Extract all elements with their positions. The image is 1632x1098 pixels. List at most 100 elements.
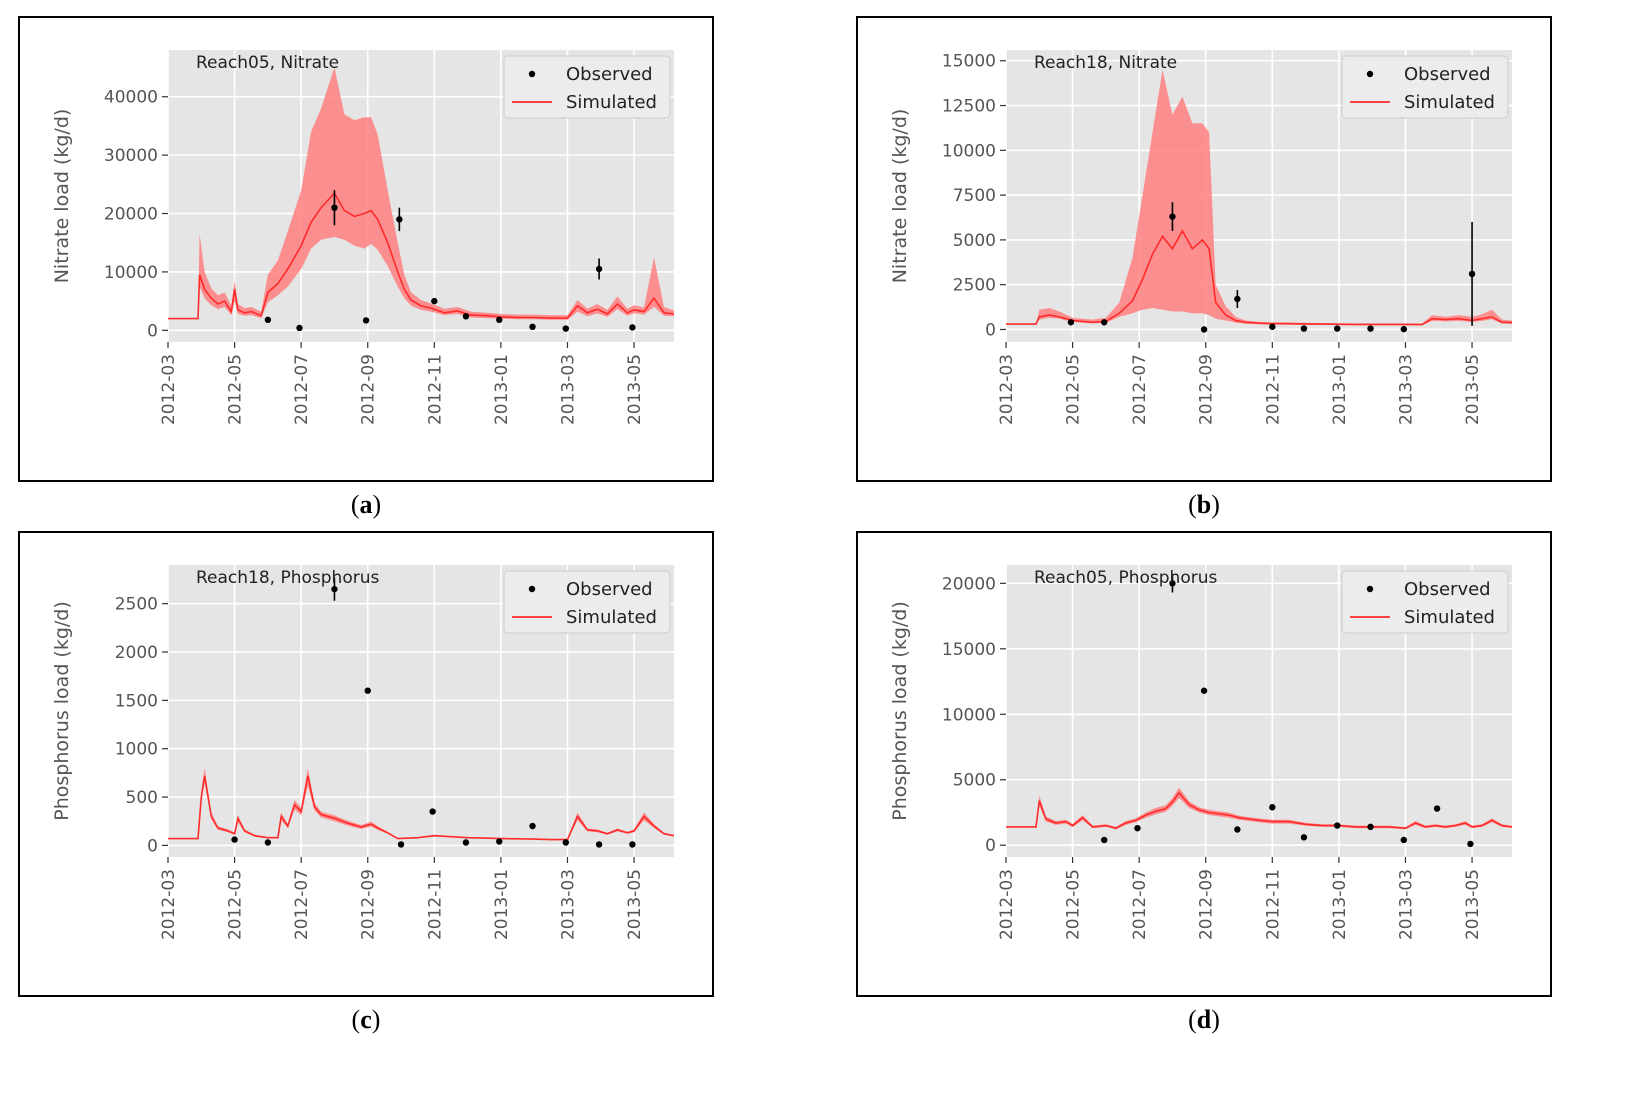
legend-observed-label: Observed bbox=[566, 64, 653, 85]
x-tick-label: 2012-03 bbox=[159, 869, 179, 940]
legend-simulated-label: Simulated bbox=[1404, 92, 1495, 113]
x-tick-label: 2012-11 bbox=[425, 869, 445, 940]
observed-point bbox=[1367, 325, 1374, 332]
y-tick-label: 20000 bbox=[104, 205, 158, 225]
observed-point bbox=[296, 324, 303, 332]
y-tick-label: 12500 bbox=[942, 97, 996, 117]
x-tick-label: 2013-05 bbox=[1463, 354, 1483, 425]
x-tick-label: 2012-03 bbox=[997, 354, 1017, 425]
observed-point bbox=[1067, 319, 1075, 326]
observed-point bbox=[1234, 826, 1241, 833]
observed-point bbox=[1400, 325, 1408, 333]
y-tick-label: 2000 bbox=[115, 643, 158, 663]
observed-point bbox=[331, 585, 338, 593]
observed-point bbox=[462, 313, 470, 320]
x-tick-label: 2013-03 bbox=[1396, 354, 1416, 425]
legend-observed-label: Observed bbox=[1404, 579, 1491, 600]
gridlines bbox=[1005, 50, 1512, 342]
observed-point bbox=[1400, 836, 1408, 844]
observed-point bbox=[1433, 805, 1441, 812]
y-tick-label: 0 bbox=[147, 321, 158, 341]
observed-point bbox=[1334, 822, 1341, 829]
simulated-uncertainty-band bbox=[1006, 787, 1512, 830]
observed-point bbox=[331, 204, 338, 211]
y-tick-label: 10000 bbox=[942, 141, 996, 161]
legend-simulated-label: Simulated bbox=[566, 607, 657, 628]
simulated-uncertainty-band bbox=[168, 768, 674, 840]
observed-point bbox=[529, 323, 536, 331]
observed-point bbox=[264, 316, 272, 324]
x-tick-label: 2012-05 bbox=[1064, 869, 1084, 940]
simulated-line bbox=[168, 191, 675, 320]
observed-point bbox=[496, 838, 503, 845]
x-tick-label: 2012-09 bbox=[1197, 354, 1217, 425]
chart-a: 0 10000 20000 30000 40000 2012-03 2012-05 2012-… bbox=[51, 50, 675, 425]
observed-point bbox=[1300, 834, 1308, 841]
x-tick-label: 2012-11 bbox=[425, 354, 445, 425]
y-tick-label: 0 bbox=[147, 836, 158, 856]
x-tick-label: 2012-09 bbox=[359, 869, 379, 940]
observed-point bbox=[496, 316, 503, 324]
observed-point bbox=[1134, 824, 1141, 832]
chart-panel-d: 0 5000 10000 15000 20000 2012-03 2012-05 2012-0… bbox=[856, 531, 1552, 997]
legend: Observed Simulated bbox=[503, 570, 671, 634]
observed-point bbox=[629, 324, 636, 331]
y-tick-label: 40000 bbox=[104, 88, 158, 108]
y-axis-label: Nitrate load (kg/d) bbox=[51, 109, 73, 284]
chart-d: 0 5000 10000 15000 20000 2012-03 2012-05 2012-0… bbox=[889, 565, 1513, 940]
observed-point bbox=[429, 808, 436, 815]
y-axis-label: Phosphorus load (kg/d) bbox=[51, 601, 73, 821]
observed-point bbox=[595, 841, 603, 848]
observed-point bbox=[629, 841, 636, 848]
observed-point bbox=[264, 839, 272, 846]
y-tick-label: 10000 bbox=[942, 705, 996, 725]
observed-point bbox=[529, 822, 536, 830]
caption-a: (a) bbox=[350, 490, 382, 519]
x-tick-label: 2013-01 bbox=[1330, 354, 1350, 425]
y-tick-label: 7500 bbox=[953, 186, 996, 206]
legend-simulated-label: Simulated bbox=[1404, 607, 1495, 628]
observed-point bbox=[1101, 319, 1108, 326]
observed-point bbox=[595, 265, 603, 273]
simulated-line bbox=[1006, 229, 1513, 326]
observed-point bbox=[397, 841, 405, 848]
chart-title: Reach05, Nitrate bbox=[196, 53, 339, 73]
legend: Observed Simulated bbox=[1341, 570, 1509, 634]
observed-point bbox=[1467, 840, 1474, 848]
observed-point bbox=[1169, 580, 1176, 587]
caption-c: (c) bbox=[351, 1005, 381, 1034]
y-tick-label: 15000 bbox=[942, 52, 996, 72]
y-axis-label: Nitrate load (kg/d) bbox=[889, 109, 911, 284]
chart-title: Reach05, Phosphorus bbox=[1034, 568, 1217, 588]
y-tick-label: 2500 bbox=[115, 595, 158, 615]
x-tick-label: 2012-07 bbox=[292, 869, 312, 940]
y-tick-label: 0 bbox=[985, 836, 996, 856]
legend-simulated-label: Simulated bbox=[566, 92, 657, 113]
y-tick-label: 1500 bbox=[115, 691, 158, 711]
legend-observed-marker bbox=[1366, 70, 1374, 78]
x-tick-label: 2012-03 bbox=[159, 354, 179, 425]
x-tick-label: 2012-03 bbox=[997, 869, 1017, 940]
observed-point bbox=[1169, 213, 1176, 220]
y-tick-label: 20000 bbox=[942, 574, 996, 594]
y-tick-label: 5000 bbox=[953, 231, 996, 251]
x-tick-label: 2013-03 bbox=[1396, 869, 1416, 940]
y-tick-label: 10000 bbox=[104, 263, 158, 283]
observed-point bbox=[1367, 823, 1374, 831]
caption-b: (b) bbox=[1188, 490, 1220, 519]
x-tick-label: 2013-03 bbox=[558, 869, 578, 940]
legend: Observed Simulated bbox=[1341, 55, 1509, 119]
x-tick-label: 2012-05 bbox=[226, 354, 246, 425]
x-tick-label: 2013-05 bbox=[625, 869, 645, 940]
observed-point bbox=[1468, 270, 1476, 278]
observed-point bbox=[364, 687, 371, 694]
chart-title: Reach18, Nitrate bbox=[1034, 53, 1177, 73]
x-tick-label: 2013-03 bbox=[558, 354, 578, 425]
legend-observed-label: Observed bbox=[1404, 64, 1491, 85]
observed-point bbox=[1101, 836, 1108, 844]
legend: Observed Simulated bbox=[503, 55, 671, 119]
x-tick-label: 2012-05 bbox=[1064, 354, 1084, 425]
x-tick-label: 2013-01 bbox=[492, 869, 512, 940]
legend-observed-label: Observed bbox=[566, 579, 653, 600]
x-tick-label: 2013-01 bbox=[1330, 869, 1350, 940]
